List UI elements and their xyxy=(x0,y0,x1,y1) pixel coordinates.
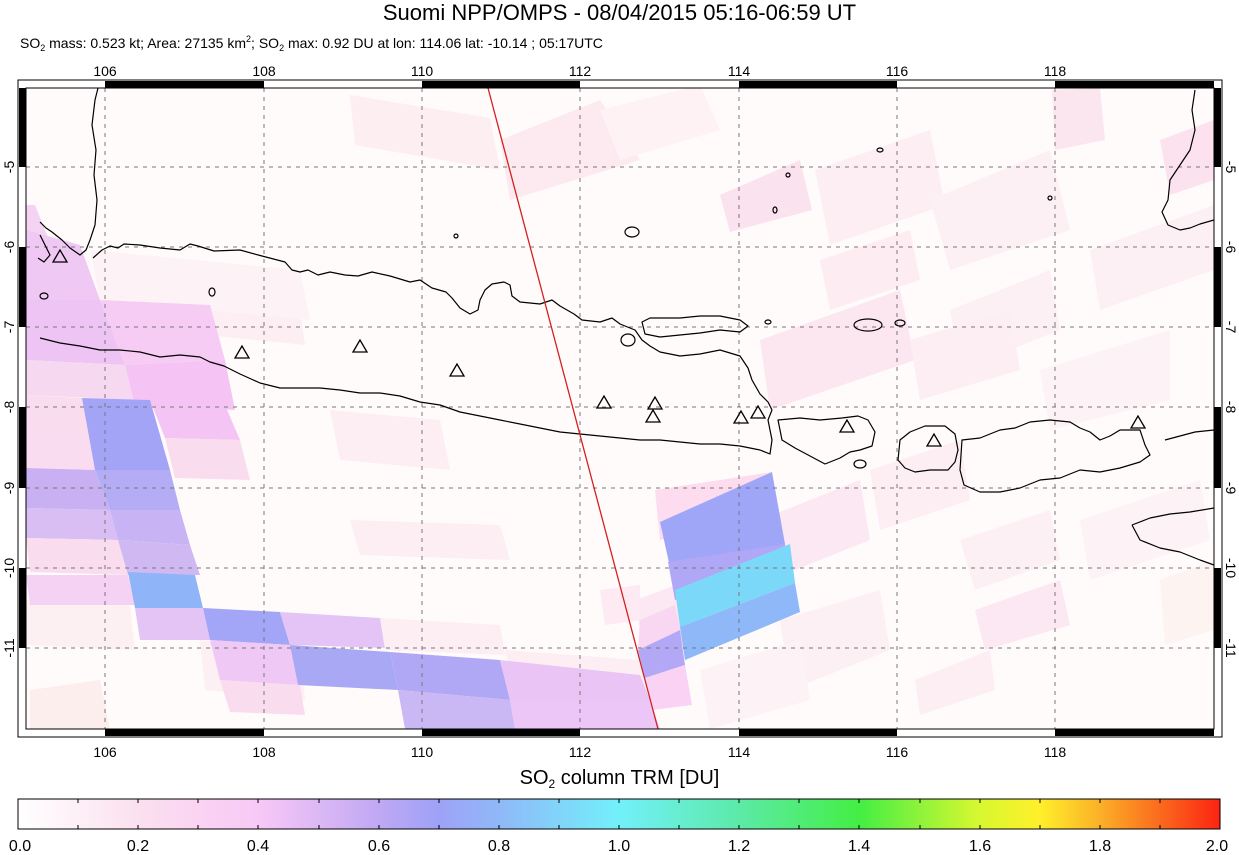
colorbar-tick-label: 0.2 xyxy=(127,838,149,855)
triangle-icon xyxy=(448,362,466,377)
left-lat-labels: -5 -6 -7 -8 -9 -10 -11 xyxy=(1,161,17,658)
bottom-lon-labels: 106 108 110 112 114 116 118 xyxy=(93,744,1066,760)
lat-label: -11 xyxy=(1223,638,1239,657)
lon-label: 106 xyxy=(93,744,117,760)
colorbar-tick-label: 1.2 xyxy=(728,838,750,855)
colorbar-title-prefix: SO xyxy=(519,767,549,789)
lat-label: -8 xyxy=(1223,401,1239,414)
triangle-icon xyxy=(749,404,767,419)
coast-kalimantan xyxy=(1161,89,1214,231)
lat-label: -11 xyxy=(1,638,17,657)
colorbar-tick-label: 0.6 xyxy=(368,838,390,855)
lon-label: 112 xyxy=(569,744,592,760)
triangle-icon xyxy=(1129,414,1147,429)
right-lat-labels: -5 -6 -7 -8 -9 -10 -11 xyxy=(1223,161,1239,658)
lat-label: -7 xyxy=(1223,321,1239,334)
max-subscript: 2 xyxy=(279,43,285,53)
lat-label: -5 xyxy=(1223,161,1239,174)
lon-label: 114 xyxy=(728,63,751,79)
coast-lombok xyxy=(897,425,959,473)
orbit-track-line xyxy=(487,87,659,730)
graticule-grid xyxy=(26,88,1214,729)
area-superscript: 2 xyxy=(246,34,252,44)
coastlines xyxy=(37,88,1214,566)
so2-pixel-layer xyxy=(26,88,1214,729)
mass-subscript: 2 xyxy=(40,43,46,53)
colorbar-tick-label: 0.4 xyxy=(247,838,269,855)
lon-label: 110 xyxy=(411,63,434,79)
colorbar-tick-label: 1.0 xyxy=(608,838,630,855)
colorbar-tick-label: 0.8 xyxy=(488,838,510,855)
lon-label: 106 xyxy=(93,63,117,79)
lat-label: -10 xyxy=(1223,558,1239,578)
mass-prefix: SO xyxy=(20,35,41,51)
coast-sumatra xyxy=(39,88,99,256)
colorbar-title-text: column TRM [DU] xyxy=(555,767,720,789)
triangle-icon xyxy=(351,338,369,353)
lat-label: -6 xyxy=(1223,241,1239,254)
chart-title: Suomi NPP/OMPS - 08/04/2015 05:16-06:59 … xyxy=(382,0,857,25)
map-panel: 106 108 110 112 114 116 118 106 108 110 … xyxy=(1,63,1239,760)
colorbar-tick-label: 1.8 xyxy=(1089,838,1111,855)
colorbar-tick-label: 1.6 xyxy=(969,838,991,855)
triangle-icon xyxy=(595,394,613,409)
coast-flores xyxy=(1164,429,1214,441)
lon-label: 118 xyxy=(1044,63,1067,79)
triangle-icon xyxy=(838,418,856,433)
lat-label: -9 xyxy=(1,482,17,495)
volcano-markers xyxy=(51,248,1147,447)
lon-label: 110 xyxy=(411,744,434,760)
chart-subtitle: SO2 mass: 0.523 kt; Area: 27135 km2; SO2… xyxy=(20,34,603,53)
coast-madura xyxy=(641,315,749,338)
east-plume-pixels xyxy=(600,472,800,710)
triangle-icon xyxy=(646,395,664,410)
coast-sumbawa xyxy=(959,419,1151,493)
lat-label: -9 xyxy=(1223,482,1239,495)
colorbar-tick-label: 1.4 xyxy=(848,838,870,855)
lon-label: 108 xyxy=(252,744,276,760)
triangle-icon xyxy=(732,409,750,424)
colorbar-gradient xyxy=(17,798,1221,830)
triangle-icon xyxy=(644,408,662,423)
triangle-icon xyxy=(51,248,69,263)
lon-label: 114 xyxy=(728,744,751,760)
lat-label: -6 xyxy=(1,241,17,254)
right-axis-scale xyxy=(1214,88,1221,648)
bottom-axis-scale xyxy=(105,729,1214,736)
lon-label: 116 xyxy=(886,63,909,79)
colorbar-tick-labels: 0.0 0.2 0.4 0.6 0.8 1.0 1.2 1.4 1.6 1.8 … xyxy=(9,838,1228,855)
lat-label: -10 xyxy=(1,558,17,578)
lon-label: 118 xyxy=(1044,744,1067,760)
map-outer-frame xyxy=(17,79,1223,738)
top-axis-scale xyxy=(105,81,1214,88)
coast-java xyxy=(92,243,773,411)
lon-label: 108 xyxy=(252,63,276,79)
colorbar-title-subscript: 2 xyxy=(548,777,556,791)
top-lon-labels: 106 108 110 112 114 116 118 xyxy=(93,63,1066,79)
lon-label: 112 xyxy=(569,63,592,79)
mass-text: mass: 0.523 kt; Area: 27135 km xyxy=(45,35,247,51)
left-axis-scale xyxy=(19,88,26,648)
lon-label: 116 xyxy=(886,744,909,760)
lat-label: -7 xyxy=(1,321,17,334)
lat-label: -8 xyxy=(1,401,17,414)
colorbar-tick-label: 0.0 xyxy=(9,838,31,855)
max-text: max: 0.92 DU at lon: 114.06 lat: -10.14 … xyxy=(284,35,603,51)
colorbar-ticks xyxy=(77,799,1161,829)
lat-label: -5 xyxy=(1,161,17,174)
colorbar-tick-label: 2.0 xyxy=(1206,838,1228,855)
max-prefix: ; SO xyxy=(251,35,280,51)
coast-sumba xyxy=(1131,507,1214,566)
coast-bali xyxy=(777,415,876,465)
colorbar: 0.0 0.2 0.4 0.6 0.8 1.0 1.2 1.4 1.6 1.8 … xyxy=(9,798,1228,855)
triangle-icon xyxy=(925,432,943,447)
colorbar-title: SO2 column TRM [DU] xyxy=(0,766,1239,790)
triangle-icon xyxy=(233,344,251,359)
